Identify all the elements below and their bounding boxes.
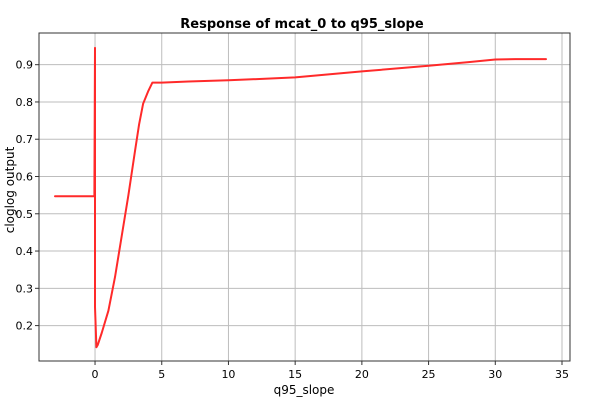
x-tick-label-4: 20 (355, 368, 369, 381)
y-tick-label-4: 0.6 (16, 171, 34, 184)
y-tick-label-2: 0.4 (16, 245, 34, 258)
y-tick-label-7: 0.9 (16, 59, 34, 72)
y-tick-label-5: 0.7 (16, 133, 34, 146)
x-tick-label-7: 35 (555, 368, 569, 381)
x-axis-label: q95_slope (274, 383, 335, 397)
grid-lines (39, 33, 570, 361)
x-axis: 0 5 10 15 20 25 30 35 (92, 361, 569, 381)
x-tick-label-3: 15 (288, 368, 302, 381)
x-tick-label-5: 25 (422, 368, 436, 381)
y-tick-label-3: 0.5 (16, 208, 34, 221)
series-line-0 (54, 46, 547, 349)
series-group (54, 46, 547, 349)
chart-title: Response of mcat_0 to q95_slope (180, 17, 424, 32)
x-tick-label-0: 0 (92, 368, 99, 381)
x-tick-label-2: 10 (221, 368, 235, 381)
y-tick-label-1: 0.3 (16, 282, 34, 295)
x-tick-label-1: 5 (158, 368, 165, 381)
y-tick-label-0: 0.2 (16, 320, 34, 333)
y-axis-label: cloglog output (3, 146, 17, 233)
y-axis: 0.2 0.3 0.4 0.5 0.6 0.7 0.8 0.9 (16, 59, 39, 333)
x-tick-label-6: 30 (488, 368, 502, 381)
plot-area (38, 32, 571, 362)
y-tick-label-6: 0.8 (16, 96, 34, 109)
